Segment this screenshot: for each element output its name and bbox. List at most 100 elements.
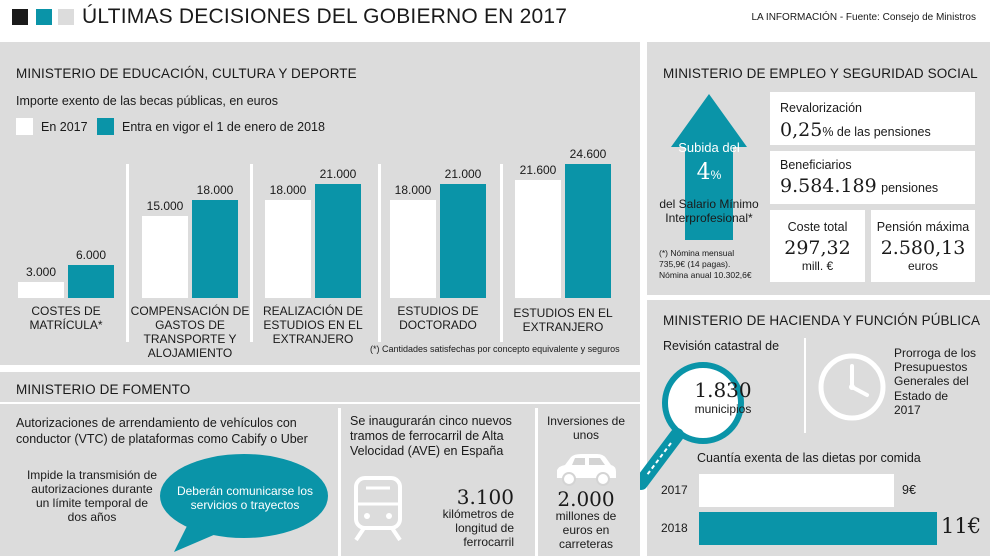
bar-value-label: 21.000 — [444, 167, 482, 181]
dietas-chart: 2017 9€ 2018 11€ — [647, 300, 990, 556]
bar-2018 — [315, 184, 361, 298]
catastro-value: 1.830 — [694, 378, 752, 402]
prorroga-text: Prorroga de los Presupuestos Generales d… — [894, 346, 977, 417]
logo-square-light — [58, 9, 74, 25]
dietas-year: 2018 — [661, 521, 688, 535]
category-label: COMPENSACIÓN DE GASTOS DE TRANSPORTE Y A… — [130, 304, 250, 360]
bar-value-label: 6.000 — [75, 248, 107, 262]
inv-value: 2.000 — [557, 487, 615, 511]
dietas-year: 2017 — [661, 483, 688, 497]
education-panel: MINISTERIO DE EDUCACIÓN, CULTURA Y DEPOR… — [0, 42, 640, 365]
hacienda-heading: MINISTERIO DE HACIENDA Y FUNCIÓN PÚBLICA — [663, 313, 981, 328]
smi-label: del Salario Mínimo Interprofesional* — [659, 197, 759, 225]
education-footnote: (*) Cantidades satisfechas por concepto … — [370, 344, 620, 354]
bar-value-label: 21.000 — [319, 167, 357, 181]
legend-label-2018: Entra en vigor el 1 de enero de 2018 — [122, 119, 325, 134]
category-label: COSTES DE MATRÍCULA* — [29, 304, 103, 332]
train-icon — [354, 476, 402, 542]
max-label: Pensión máxima — [876, 220, 970, 234]
benef-line: 9.584.189 pensiones — [780, 175, 938, 197]
speech-bubble-icon — [160, 454, 328, 552]
bar-value-label: 24.600 — [569, 147, 607, 161]
cost-value: 297,32 — [784, 237, 851, 259]
benef-label: Beneficiarios — [780, 158, 852, 172]
catastro-unit: municipios — [694, 402, 752, 416]
education-subtitle: Importe exento de las becas públicas, en… — [16, 94, 278, 108]
legend-2018: Entra en vigor el 1 de enero de 2018 — [97, 118, 325, 135]
bar-value-label: 15.000 — [146, 199, 184, 213]
dietas-bar-2018 — [699, 512, 937, 545]
magnifier-icon — [634, 362, 744, 490]
reval-line: 0,25% de las pensiones — [780, 119, 931, 141]
fomento-panel: MINISTERIO DE FOMENTO Autorizaciones de … — [0, 372, 640, 556]
inv-unit: millones de euros en carreteras — [555, 509, 617, 551]
max-value: 2.580,13 — [880, 237, 966, 259]
ave-text: Se inaugurarán cinco nuevos tramos de fe… — [350, 414, 512, 458]
arrow-unit: % — [710, 168, 722, 182]
chart-separator — [500, 164, 503, 342]
cost-unit: mill. € — [801, 259, 834, 273]
max-unit: euros — [907, 259, 939, 273]
arrow-label: Subida del — [678, 140, 740, 155]
benef-unit: pensiones — [881, 181, 939, 195]
reval-unit: % de las pensiones — [822, 125, 931, 139]
legend-label-2017: En 2017 — [41, 119, 88, 134]
arrow-value-wrap: 4% — [669, 160, 749, 185]
car-icon — [557, 454, 616, 486]
fomento-divider-2 — [535, 408, 538, 556]
legend-swatch-white — [16, 118, 33, 135]
chart-separator — [250, 164, 253, 342]
category-label: REALIZACIÓN DE ESTUDIOS EN EL EXTRANJERO — [262, 304, 364, 346]
bar-value-label: 18.000 — [269, 183, 307, 197]
bar-2017 — [515, 180, 561, 298]
bar-2017 — [265, 200, 311, 298]
reval-box: Revalorización 0,25% de las pensiones — [770, 92, 975, 145]
dietas-value: 9€ — [902, 483, 916, 497]
fomento-heading: MINISTERIO DE FOMENTO — [16, 382, 191, 397]
category-label: ESTUDIOS DE DOCTORADO — [397, 304, 479, 332]
max-box: Pensión máxima 2.580,13 euros — [871, 210, 975, 282]
bar-2017 — [390, 200, 436, 298]
source-credit: LA INFORMACIÓN - Fuente: Consejo de Mini… — [751, 12, 976, 23]
legend-swatch-teal — [97, 118, 114, 135]
bar-2017 — [142, 216, 188, 298]
page-title: ÚLTIMAS DECISIONES DEL GOBIERNO EN 2017 — [82, 5, 568, 28]
bar-2018 — [192, 200, 238, 298]
logo-square-teal — [36, 9, 52, 25]
category-label: ESTUDIOS EN EL EXTRANJERO — [513, 306, 613, 334]
bar-value-label: 3.000 — [25, 265, 57, 279]
chart-separator — [378, 164, 381, 342]
dietas-value: 11€ — [941, 514, 982, 538]
bar-value-label: 18.000 — [196, 183, 234, 197]
bubble-text: Deberán comunicarse los servicios o tray… — [176, 484, 314, 512]
fomento-divider-1 — [338, 408, 341, 556]
bar-2018 — [440, 184, 486, 298]
legend-2017: En 2017 — [16, 118, 88, 135]
bar-value-label: 18.000 — [394, 183, 432, 197]
km-value: 3.100 — [456, 485, 514, 509]
fomento-header-line — [0, 402, 640, 404]
header: ÚLTIMAS DECISIONES DEL GOBIERNO EN 2017 … — [0, 0, 990, 36]
up-arrow-icon — [671, 94, 747, 240]
employment-heading: MINISTERIO DE EMPLEO Y SEGURIDAD SOCIAL — [663, 66, 978, 81]
dietas-bar-2017 — [699, 474, 894, 507]
bar-2017 — [18, 282, 64, 298]
employment-panel: MINISTERIO DE EMPLEO Y SEGURIDAD SOCIAL … — [647, 42, 990, 295]
km-unit: kilómetros de longitud de ferrocarril — [442, 507, 514, 549]
cost-box: Coste total 297,32 mill. € — [770, 210, 865, 282]
smi-note-3: Nómina anual 10.302,6€ — [659, 270, 752, 280]
benef-value: 9.584.189 — [780, 175, 877, 197]
reval-value: 0,25 — [780, 119, 823, 141]
bar-value-label: 21.600 — [519, 163, 557, 177]
logo-square-dark — [12, 9, 28, 25]
smi-note-1: (*) Nómina mensual — [659, 248, 735, 258]
bar-2018 — [68, 265, 114, 298]
benef-box: Beneficiarios 9.584.189 pensiones — [770, 151, 975, 204]
hacienda-divider — [804, 338, 806, 433]
dietas-title: Cuantía exenta de las dietas por comida — [697, 451, 921, 465]
inv-label: Inversiones de unos — [546, 414, 626, 442]
smi-note-2: 735,9€ (14 pagas). — [659, 259, 731, 269]
clock-icon — [818, 353, 886, 421]
cost-label: Coste total — [787, 220, 848, 234]
impide-text: Impide la transmisión de autorizaciones … — [26, 468, 158, 524]
